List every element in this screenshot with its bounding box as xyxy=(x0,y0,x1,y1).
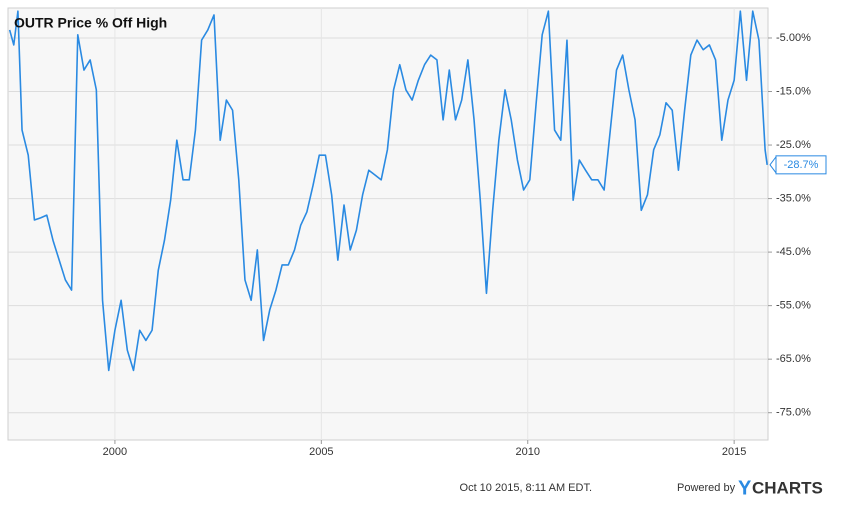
y-tick-label: -25.0% xyxy=(776,139,811,151)
x-tick-label: 2010 xyxy=(515,446,539,458)
timestamp: Oct 10 2015, 8:11 AM EDT. xyxy=(460,482,592,494)
x-tick-label: 2015 xyxy=(722,446,746,458)
end-label-box xyxy=(775,155,827,175)
y-tick-label: -45.0% xyxy=(776,246,811,258)
line xyxy=(8,10,768,372)
y-tick-label: -75.0% xyxy=(776,407,811,419)
y-tick-label: -55.0% xyxy=(776,300,811,312)
y-tick-label: -35.0% xyxy=(776,192,811,204)
brand-rest: CHARTS xyxy=(752,478,823,497)
y-tick-label: -15.0% xyxy=(776,85,811,97)
series-layer xyxy=(8,10,768,372)
chart-title: OUTR Price % Off High xyxy=(14,15,167,31)
x-tick-label: 2000 xyxy=(103,446,127,458)
end-label: -28.7% xyxy=(784,159,819,171)
plot-area xyxy=(7,7,769,441)
end-label-pointer xyxy=(769,155,777,175)
y-tick-label: -5.00% xyxy=(776,32,811,44)
brand-y: Y xyxy=(738,477,752,499)
powered-by: Powered by xyxy=(677,482,736,494)
y-tick-label: -65.0% xyxy=(776,353,811,365)
x-tick-label: 2005 xyxy=(309,446,333,458)
